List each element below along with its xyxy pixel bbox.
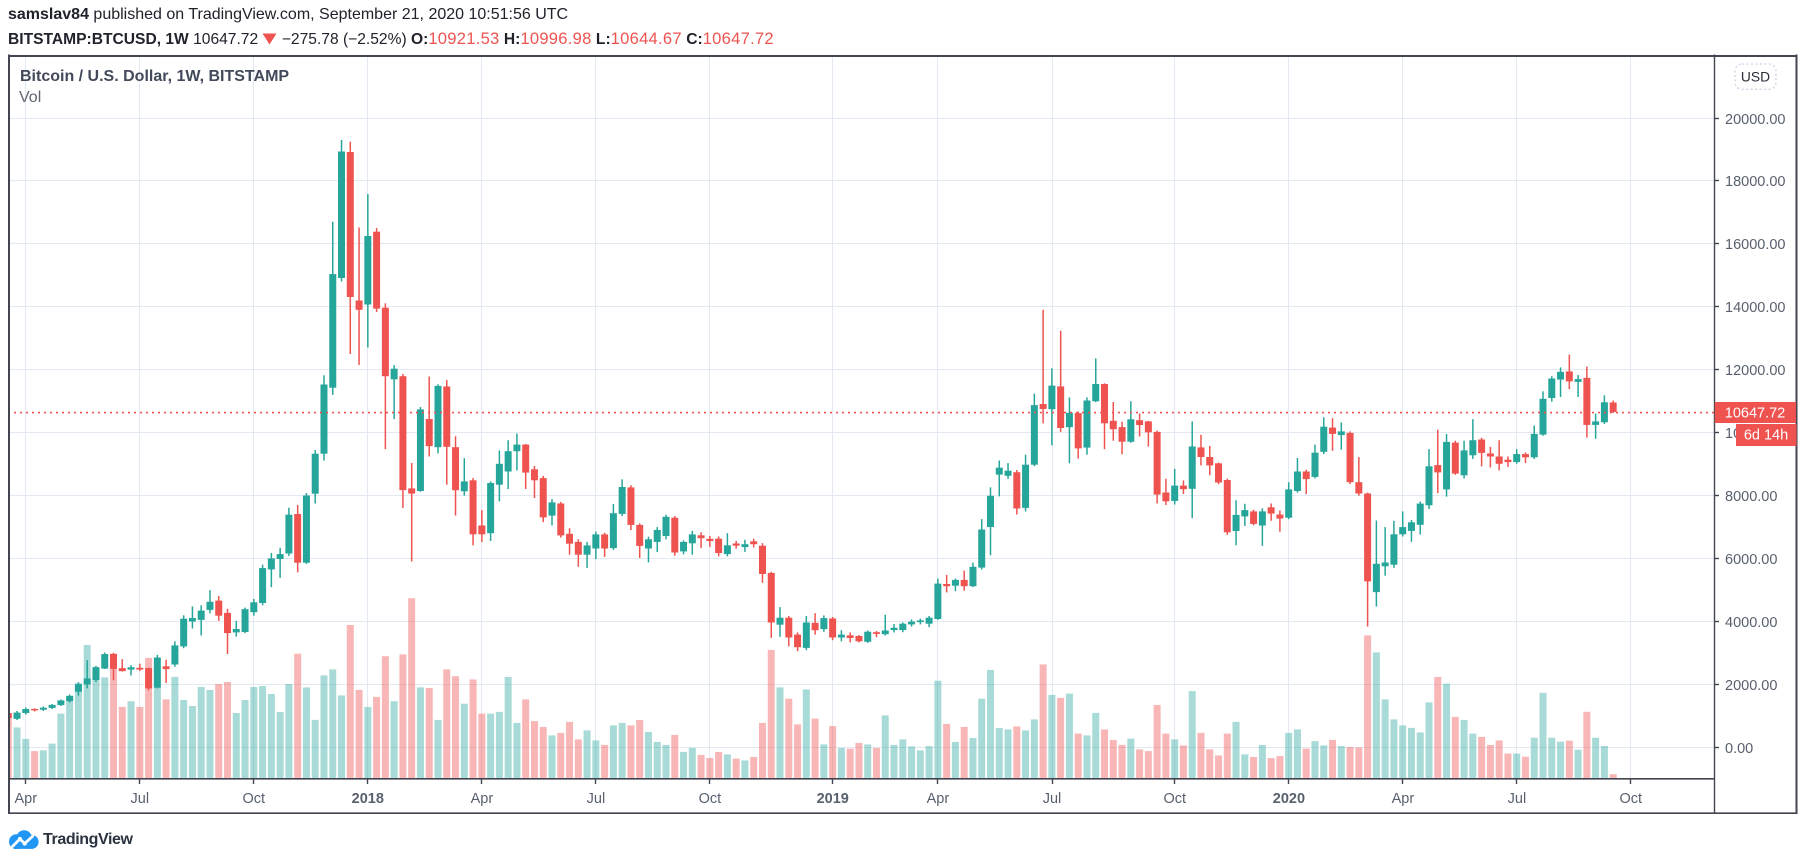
svg-text:18000.00: 18000.00 [1725, 174, 1785, 190]
svg-text:Apr: Apr [927, 791, 950, 807]
svg-text:Jul: Jul [587, 791, 606, 807]
svg-text:Apr: Apr [15, 791, 38, 807]
svg-text:2000.00: 2000.00 [1725, 678, 1777, 694]
svg-text:6d 14h: 6d 14h [1744, 428, 1788, 444]
svg-text:12000.00: 12000.00 [1725, 363, 1785, 379]
svg-text:16000.00: 16000.00 [1725, 237, 1785, 253]
svg-text:2020: 2020 [1273, 791, 1305, 807]
svg-text:Oct: Oct [699, 791, 722, 807]
svg-text:USD: USD [1741, 70, 1770, 85]
svg-text:Apr: Apr [471, 791, 494, 807]
svg-text:Vol: Vol [19, 89, 41, 106]
svg-text:Apr: Apr [1392, 791, 1415, 807]
svg-text:8000.00: 8000.00 [1725, 489, 1777, 505]
svg-text:6000.00: 6000.00 [1725, 552, 1777, 568]
svg-text:10647.72: 10647.72 [1725, 406, 1785, 422]
svg-text:Oct: Oct [1164, 791, 1187, 807]
svg-text:20000.00: 20000.00 [1725, 112, 1785, 128]
svg-text:0.00: 0.00 [1725, 741, 1753, 757]
svg-text:2018: 2018 [352, 791, 384, 807]
svg-text:4000.00: 4000.00 [1725, 615, 1777, 631]
svg-text:2019: 2019 [817, 791, 849, 807]
svg-text:Jul: Jul [1508, 791, 1527, 807]
svg-text:Oct: Oct [243, 791, 266, 807]
svg-text:14000.00: 14000.00 [1725, 300, 1785, 316]
svg-text:Bitcoin / U.S. Dollar, 1W, BIT: Bitcoin / U.S. Dollar, 1W, BITSTAMP [20, 68, 289, 85]
svg-text:Oct: Oct [1620, 791, 1643, 807]
svg-text:Jul: Jul [1043, 791, 1062, 807]
svg-text:Jul: Jul [131, 791, 150, 807]
